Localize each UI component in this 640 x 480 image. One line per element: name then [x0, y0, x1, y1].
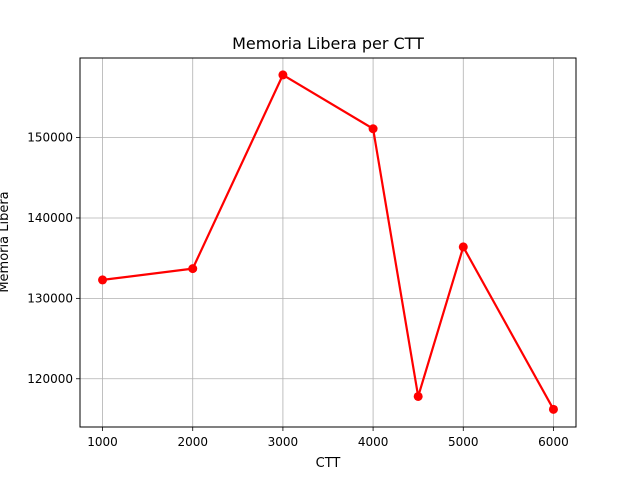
y-tick-label: 130000 — [27, 291, 73, 305]
y-tick-label: 150000 — [27, 131, 73, 145]
x-tick-label: 2000 — [177, 435, 208, 449]
plot-frame — [79, 57, 577, 428]
x-tick-label: 4000 — [358, 435, 389, 449]
data-point — [188, 264, 198, 274]
data-point — [458, 242, 468, 252]
chart-title: Memoria Libera per CTT — [232, 34, 424, 53]
y-tick-label: 140000 — [27, 211, 73, 225]
series-layer — [98, 70, 558, 414]
y-tick-label: 120000 — [27, 372, 73, 386]
data-point — [278, 70, 288, 80]
data-point — [98, 275, 108, 285]
x-axis-label: CTT — [316, 456, 341, 471]
tick-layer: 1000 2000 3000 4000 5000 6000 120000 130000 1400… — [27, 131, 569, 449]
data-point — [548, 404, 558, 414]
data-point — [413, 391, 423, 401]
x-tick-label: 6000 — [538, 435, 569, 449]
y-axis-label: Memoria Libera — [0, 191, 12, 292]
x-tick-label: 3000 — [268, 435, 299, 449]
x-tick-label: 5000 — [448, 435, 479, 449]
data-point — [368, 124, 378, 134]
x-tick-label: 1000 — [87, 435, 118, 449]
